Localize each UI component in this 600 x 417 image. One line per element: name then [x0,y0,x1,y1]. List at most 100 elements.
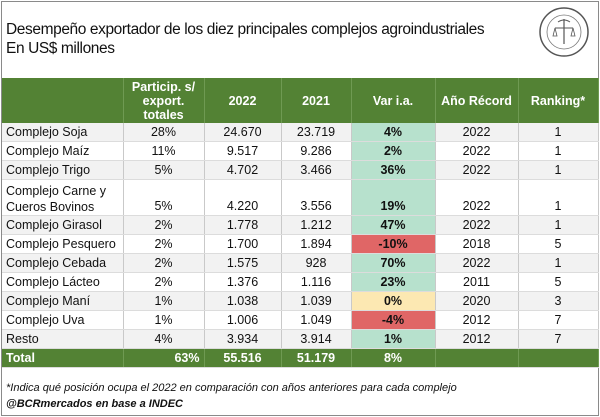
column-header: 2021 [281,78,352,123]
complex-name: Complejo Cebada [2,253,124,273]
record-year-cell: 2022 [435,123,519,142]
table-row: Complejo Maní 1% 1.038 1.039 0% 2020 3 [2,291,599,311]
value-2021-cell: 1.894 [281,234,352,254]
table-row: Complejo Girasol 2% 1.778 1.212 47% 2022 1 [2,215,599,235]
share-cell: 2% [123,234,205,254]
var-cell: 0% [351,291,436,311]
value-2021-cell: 3.914 [281,329,352,349]
value-2021-cell: 23.719 [281,123,352,142]
ranking-cell: 1 [518,215,599,235]
var-cell: -10% [351,234,436,254]
table-row: Complejo Lácteo 2% 1.376 1.116 23% 2011 5 [2,272,599,292]
share-cell: 5% [123,179,205,216]
total-complex-name: Total [2,348,124,368]
title: Desempeño exportador de los diez princip… [6,20,532,58]
var-cell: 70% [351,253,436,273]
source-note: @BCRmercados en base a INDEC [6,398,184,410]
var-cell: 1% [351,329,436,349]
column-header: Año Récord [435,78,519,123]
bcr-seal-logo [539,7,589,57]
complex-name: Complejo Uva [2,310,124,330]
complex-name: Complejo Trigo [2,160,124,180]
share-cell: 5% [123,160,205,180]
value-2021-cell: 928 [281,253,352,273]
record-year-cell: 2012 [435,310,519,330]
record-year-cell: 2018 [435,234,519,254]
record-year-cell: 2011 [435,272,519,292]
complex-name: Complejo Lácteo [2,272,124,292]
ranking-cell: 1 [518,123,599,142]
var-cell: 36% [351,160,436,180]
total-row: Total 63% 55.516 51.179 8% [2,348,599,368]
complex-name: Complejo Girasol [2,215,124,235]
value-2021-cell: 1.049 [281,310,352,330]
value-2022-cell: 4.702 [204,160,282,180]
record-year-cell: 2012 [435,329,519,349]
column-header: 2022 [204,78,282,123]
table-row: Complejo Trigo 5% 4.702 3.466 36% 2022 1 [2,160,599,180]
ranking-cell: 7 [518,310,599,330]
total-share-cell: 63% [123,348,205,368]
share-cell: 2% [123,215,205,235]
complex-name: Resto [2,329,124,349]
var-cell: 2% [351,141,436,161]
empty-cell [518,348,599,368]
value-2021-cell: 1.039 [281,291,352,311]
share-cell: 1% [123,310,205,330]
share-cell: 2% [123,272,205,292]
total-var-cell: 8% [351,348,436,368]
table-row: Complejo Uva 1% 1.006 1.049 -4% 2012 7 [2,310,599,330]
complex-name: Complejo Maní [2,291,124,311]
total-value-2021-cell: 51.179 [281,348,352,368]
value-2022-cell: 4.220 [204,179,282,216]
ranking-cell: 7 [518,329,599,349]
value-2021-cell: 3.466 [281,160,352,180]
header-row: Particip. s/ export. totales 2022 2021 Var … [2,78,599,123]
column-header: Ranking* [518,78,599,123]
value-2022-cell: 1.575 [204,253,282,273]
var-cell: -4% [351,310,436,330]
ranking-cell: 3 [518,291,599,311]
total-value-2022-cell: 55.516 [204,348,282,368]
exports-table: Particip. s/ export. totales 2022 2021 Var … [2,78,599,368]
value-2021-cell: 1.212 [281,215,352,235]
var-cell: 19% [351,179,436,216]
ranking-cell: 1 [518,179,599,216]
value-2022-cell: 1.376 [204,272,282,292]
value-2021-cell: 1.116 [281,272,352,292]
complex-name: Complejo Maíz [2,141,124,161]
share-cell: 2% [123,253,205,273]
value-2022-cell: 3.934 [204,329,282,349]
column-header: Particip. s/ export. totales [123,78,205,123]
title-line-1: Desempeño exportador de los diez princip… [6,21,485,38]
share-cell: 11% [123,141,205,161]
value-2022-cell: 1.006 [204,310,282,330]
complex-name: Complejo Soja [2,123,124,142]
value-2021-cell: 3.556 [281,179,352,216]
record-year-cell: 2022 [435,141,519,161]
value-2021-cell: 9.286 [281,141,352,161]
table-row: Complejo Soja 28% 24.670 23.719 4% 2022 1 [2,123,599,142]
table-row: Complejo Pesquero 2% 1.700 1.894 -10% 2018 5 [2,234,599,254]
table-row: Complejo Cebada 2% 1.575 928 70% 2022 1 [2,253,599,273]
table-row: Complejo Maíz 11% 9.517 9.286 2% 2022 1 [2,141,599,161]
share-cell: 1% [123,291,205,311]
column-header [2,78,124,123]
ranking-cell: 1 [518,253,599,273]
ranking-cell: 1 [518,141,599,161]
value-2022-cell: 1.700 [204,234,282,254]
share-cell: 4% [123,329,205,349]
record-year-cell: 2022 [435,215,519,235]
var-cell: 47% [351,215,436,235]
var-cell: 23% [351,272,436,292]
empty-cell [435,348,519,368]
table-row: Resto 4% 3.934 3.914 1% 2012 7 [2,329,599,349]
value-2022-cell: 24.670 [204,123,282,142]
ranking-cell: 5 [518,272,599,292]
record-year-cell: 2022 [435,179,519,216]
share-cell: 28% [123,123,205,142]
value-2022-cell: 1.778 [204,215,282,235]
ranking-cell: 1 [518,160,599,180]
var-cell: 4% [351,123,436,142]
